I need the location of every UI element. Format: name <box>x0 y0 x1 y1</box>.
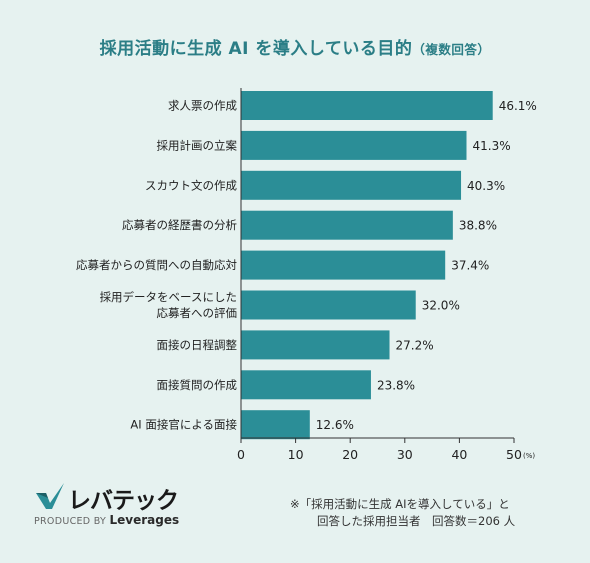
category-label: 面接質問の作成 <box>157 378 238 392</box>
x-tick-label: 50 <box>506 447 522 462</box>
x-tick-label: 10 <box>288 447 304 462</box>
x-axis-unit: (%) <box>523 452 535 460</box>
bar <box>241 330 390 360</box>
category-label: AI 面接官による面接 <box>130 418 237 432</box>
category-label: 採用データをベースにした応募者への評価 <box>100 290 237 320</box>
chart-title-main: 採用活動に生成 AI を導入している目的 <box>99 39 413 59</box>
x-tick-label: 0 <box>237 447 245 462</box>
bar-value-label: 12.6% <box>316 418 354 432</box>
bar-value-label: 32.0% <box>422 299 460 313</box>
company-name: Leverages <box>109 513 180 527</box>
produced-by-label: PRODUCED BY <box>34 516 107 527</box>
footnote-line-1: ※「採用活動に生成 AIを導入している」と <box>290 497 510 511</box>
bar <box>241 91 493 120</box>
footnote-line-2: 回答した採用担当者 回答数＝206 人 <box>317 514 516 528</box>
bar <box>241 290 416 320</box>
bar-value-label: 46.1% <box>499 99 537 113</box>
bar-value-label: 27.2% <box>396 338 434 352</box>
bar-value-label: 38.8% <box>459 219 497 233</box>
bar <box>241 210 453 240</box>
footnote: ※「採用活動に生成 AIを導入している」と 回答した採用担当者 回答数＝206 … <box>290 496 560 530</box>
brand-name: レバテック <box>68 488 179 514</box>
bar-value-label: 40.3% <box>467 179 505 193</box>
category-label: 応募者の経歴書の分析 <box>122 218 237 232</box>
bar <box>241 130 467 160</box>
bar <box>241 250 446 280</box>
category-label: 採用計画の立案 <box>157 138 238 152</box>
bar-value-label: 37.4% <box>451 259 489 273</box>
checkmark-logo-icon <box>36 483 64 509</box>
bar <box>241 170 462 200</box>
bar-chart: 46.1% 求人票の作成 41.3% 採用計画の立案 40.3% スカウト文の作成 38.8… <box>76 88 537 462</box>
category-label: 応募者からの質問への自動応対 <box>76 258 237 272</box>
category-label: スカウト文の作成 <box>145 178 237 192</box>
chart-title-sub: （複数回答） <box>412 42 491 57</box>
levtech-logo: レバテック PRODUCED BY Leverages <box>34 481 194 531</box>
x-tick-label: 40 <box>451 447 467 462</box>
bar <box>241 370 371 400</box>
category-label: 求人票の作成 <box>168 99 237 113</box>
chart-title: 採用活動に生成 AI を導入している目的（複数回答） <box>0 34 590 59</box>
bar-value-label: 41.3% <box>472 139 510 153</box>
x-tick-label: 20 <box>342 447 358 462</box>
category-label: 面接の日程調整 <box>157 338 238 352</box>
produced-by-line: PRODUCED BY Leverages <box>34 513 179 527</box>
x-tick-label: 30 <box>397 447 413 462</box>
bar-value-label: 23.8% <box>377 378 415 392</box>
bar <box>241 410 310 440</box>
